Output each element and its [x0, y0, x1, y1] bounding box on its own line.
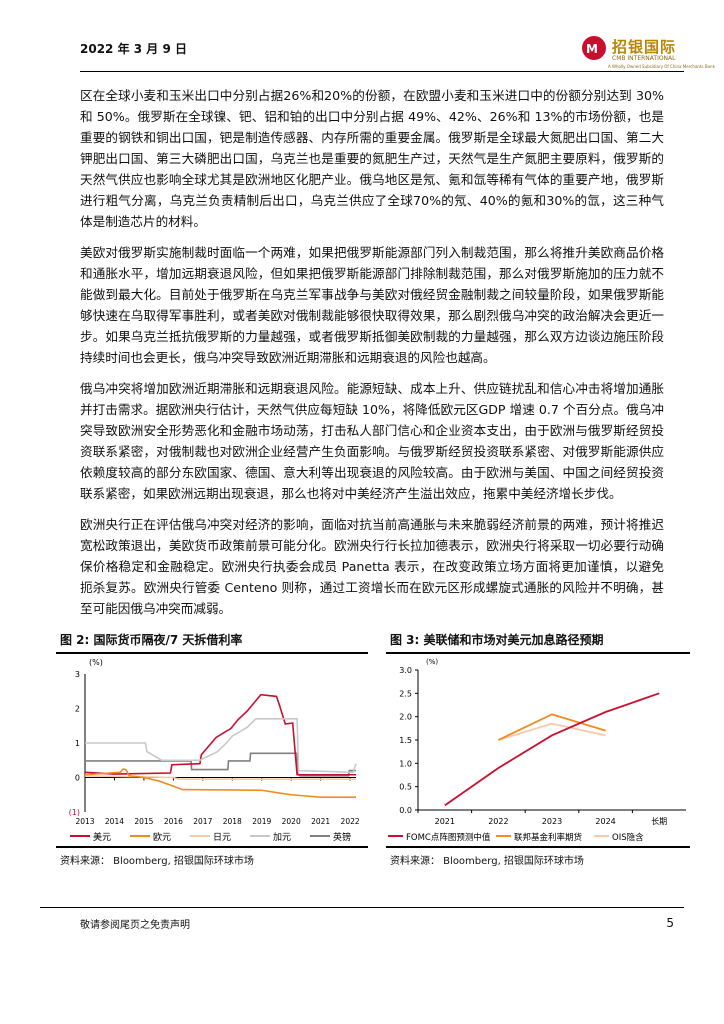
x-tick-label: 2022	[341, 817, 360, 826]
y-tick-label: 1.0	[399, 759, 412, 768]
figure-2-source: 资料来源： Bloomberg, 招银国际环球市场	[60, 856, 254, 867]
series-line-4	[85, 752, 356, 777]
paragraph: 俄乌冲突将增加欧洲近期滞胀和远期衰退风险。能源短缺、成本上升、供应链扰乱和信心冲…	[80, 381, 664, 501]
legend-label: 欧元	[153, 831, 171, 843]
y-tick-label: 0.0	[399, 806, 412, 815]
x-tick-label: 2021	[435, 817, 455, 826]
x-tick-label: 2018	[223, 817, 242, 826]
figure-divider	[56, 846, 368, 848]
y-tick-label: 2.0	[399, 713, 412, 722]
x-tick-label: 2013	[75, 817, 94, 826]
x-tick-label: 2024	[595, 817, 615, 826]
x-tick-label: 2015	[134, 817, 153, 826]
x-tick-label: 2017	[193, 817, 212, 826]
footer: 敬请参阅尾页之免责声明 5	[40, 907, 684, 951]
legend-label: 联邦基金利率期货	[514, 832, 583, 843]
y-tick-label: 3	[75, 670, 80, 679]
figure-divider	[56, 652, 368, 654]
legend-label: 美元	[93, 831, 111, 843]
disclaimer-link[interactable]: 敬请参阅尾页之免责声明	[80, 920, 190, 931]
x-tick-label: 2020	[282, 817, 301, 826]
cmbi-logo: M 招银国际 CMB INTERNATIONAL A Wholly Owned …	[582, 36, 715, 72]
unit-label: (%)	[89, 658, 103, 667]
y-tick-label: 3.0	[399, 666, 412, 675]
header-divider	[80, 71, 684, 72]
legend-label: 加元	[273, 832, 291, 843]
legend-label: 日元	[213, 832, 231, 843]
series-line-1	[498, 713, 606, 741]
series-line-3	[85, 718, 357, 774]
x-tick-label: 长期	[651, 816, 667, 826]
series-line-0	[84, 693, 356, 776]
y-tick-label: 0.5	[399, 783, 412, 792]
header: 2022 年 3 月 9 日 M 招银国际 CMB INTERNATIONAL …	[0, 0, 724, 78]
page-number: 5	[666, 916, 674, 930]
y-tick-label: 1	[75, 739, 80, 748]
y-tick-label: 2	[75, 705, 80, 714]
figures-row: 图 2: 国际货币隔夜/7 天拆借利率 (%) 3 2 1 0 (1) 2013 2014 20…	[56, 631, 690, 867]
logo-text-en: CMB INTERNATIONAL	[612, 55, 676, 62]
legend-label: FOMC点阵图预测中值	[406, 832, 491, 843]
figure-3: 图 3: 美联储和市场对美元加息路径预期 (%) 3.0 2.5 2.0 1.5 1.0 0…	[386, 631, 690, 867]
y-tick-label: 2.5	[399, 689, 412, 698]
paragraph: 美欧对俄罗斯实施制裁时面临一个两难，如果把俄罗斯能源部门列入制裁范围，那么将推升…	[80, 245, 664, 365]
body-text: 区在全球小麦和玉米出口中分别占据26%和20%的份额，在欧盟小麦和玉米进口中的份…	[80, 78, 664, 619]
y-tick-label: 1.5	[399, 736, 412, 745]
x-tick-label: 2014	[105, 817, 124, 826]
legend-label: OIS隐含	[612, 832, 644, 843]
x-tick-label: 2021	[311, 817, 330, 826]
figure-divider	[386, 652, 690, 654]
figure-3-title: 图 3: 美联储和市场对美元加息路径预期	[390, 633, 604, 647]
x-tick-label: 2023	[542, 817, 562, 826]
x-tick-label: 2019	[252, 817, 271, 826]
y-tick-label: (1)	[69, 808, 80, 817]
series-line-2	[498, 722, 606, 741]
legend-label: 英镑	[333, 831, 351, 843]
logo-subtitle: A Wholly Owned Subsidiary Of China Merch…	[608, 64, 715, 69]
paragraph: 欧洲央行正在评估俄乌冲突对经济的影响，面临对抗当前高通胀与未来脆弱经济前景的两难…	[80, 517, 664, 616]
report-date: 2022 年 3 月 9 日	[80, 42, 187, 56]
series-line-2	[84, 774, 356, 781]
logo-text: 招银国际	[612, 38, 677, 56]
figure-3-source: 资料来源： Bloomberg, 招银国际环球市场	[390, 856, 584, 867]
unit-label: (%)	[426, 658, 438, 666]
figure-2-title: 图 2: 国际货币隔夜/7 天拆借利率	[60, 633, 243, 647]
chart-fed-path: (%) 3.0 2.5 2.0 1.5 1.0 0.5 0.0 2021 2022 2023 2024…	[388, 658, 686, 843]
logo-mark-icon: M	[582, 36, 606, 60]
series-line-1	[84, 767, 356, 798]
series-line-0	[444, 692, 660, 807]
figure-divider	[386, 846, 690, 848]
figure-2: 图 2: 国际货币隔夜/7 天拆借利率 (%) 3 2 1 0 (1) 2013 2014 20…	[56, 631, 368, 867]
x-tick-label: 2016	[164, 817, 183, 826]
x-tick-label: 2022	[488, 817, 508, 826]
y-tick-label: 0	[75, 774, 80, 783]
chart-fx-rates: (%) 3 2 1 0 (1)2013 2014 2015 2016 2017 2018 2019 20…	[69, 658, 360, 843]
paragraph: 区在全球小麦和玉米出口中分别占据26%和20%的份额，在欧盟小麦和玉米进口中的份…	[80, 88, 664, 229]
